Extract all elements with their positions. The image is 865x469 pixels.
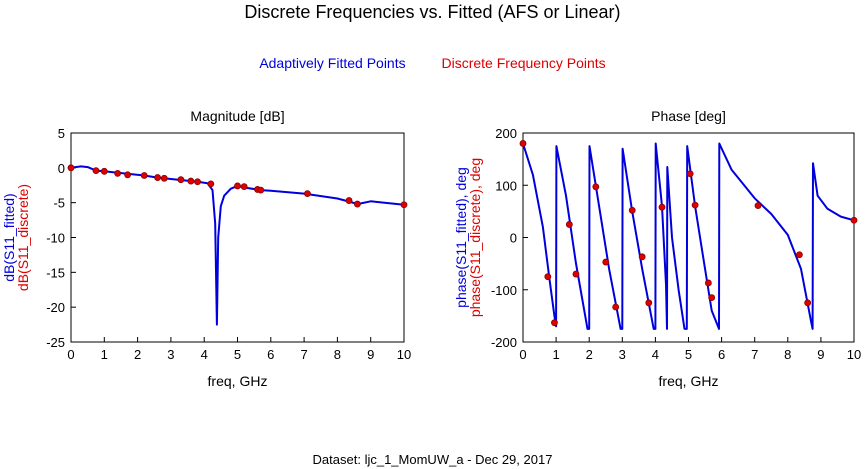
magnitude-data-point [154, 174, 161, 181]
phase-ytick-label: -200 [491, 335, 517, 350]
phase-ytick-label: 0 [510, 231, 517, 246]
phase-data-point [708, 294, 716, 301]
magnitude-data-point [160, 174, 168, 182]
magnitude-xtick-label: 10 [397, 347, 411, 362]
phase-data-point [565, 221, 573, 228]
magnitude-ytick-label: -20 [46, 300, 65, 315]
magnitude-data-point [140, 172, 148, 179]
magnitude-ytick-label: -15 [46, 265, 65, 280]
phase-data-point [795, 251, 803, 259]
phase-ytick-label: 200 [495, 126, 517, 141]
magnitude-data-point [124, 171, 132, 179]
phase-xtick-label: 3 [619, 347, 626, 362]
magnitude-xtick-label: 8 [334, 347, 341, 362]
phase-xtick-label: 9 [817, 347, 824, 362]
phase-data-point [754, 202, 762, 210]
magnitude-data-point [177, 176, 185, 184]
magnitude-data-point [240, 183, 248, 191]
magnitude-data-point [234, 182, 241, 190]
phase-data-point [544, 273, 552, 281]
magnitude-data-point [257, 186, 265, 194]
magnitude-ytick-label: -25 [46, 335, 65, 350]
phase-data-point [602, 258, 610, 266]
phase-xtick-label: 2 [586, 347, 593, 362]
magnitude-xtick-label: 9 [367, 347, 374, 362]
magnitude-data-point [345, 197, 353, 204]
magnitude-ytick-label: 5 [58, 126, 65, 141]
phase-data-point [612, 303, 620, 311]
phase-xtick-label: 0 [519, 347, 526, 362]
magnitude-ytick-label: -10 [46, 231, 65, 246]
magnitude-data-point [194, 178, 201, 186]
phase-plot-title: Phase [deg] [651, 108, 726, 124]
magnitude-data-point [400, 201, 408, 209]
phase-data-point [704, 279, 712, 287]
magnitude-xlabel: freq, GHz [208, 373, 268, 389]
phase-xlabel: freq, GHz [659, 373, 719, 389]
phase-ytick-label: 100 [495, 178, 517, 193]
phase-data-point [592, 183, 600, 191]
phase-xtick-label: 10 [847, 347, 861, 362]
magnitude-data-point [92, 167, 100, 175]
magnitude-ytick-label: 0 [58, 161, 65, 176]
phase-data-point [519, 140, 527, 147]
magnitude-data-point [114, 170, 122, 177]
phase-ylabel-0: phase(S11_fitted), deg [453, 167, 469, 308]
legend-discrete: Discrete Frequency Points [441, 55, 606, 71]
phase-data-point [658, 203, 666, 211]
phase-data-point [686, 170, 694, 178]
phase-data-point [691, 201, 699, 209]
magnitude-xtick-label: 2 [134, 347, 141, 362]
magnitude-xtick-label: 3 [167, 347, 174, 362]
magnitude-xtick-label: 6 [267, 347, 274, 362]
magnitude-data-point [353, 200, 361, 208]
phase-data-point [628, 206, 636, 214]
phase-data-point [850, 216, 858, 224]
dataset-footer: Dataset: ljc_1_MomUW_a - Dec 29, 2017 [312, 452, 553, 467]
phase-xtick-label: 1 [552, 347, 559, 362]
legend-fitted: Adaptively Fitted Points [259, 55, 406, 71]
magnitude-ylabel-0: dB(S11_fitted) [1, 193, 17, 281]
phase-xtick-label: 6 [718, 347, 725, 362]
phase-xtick-label: 8 [784, 347, 791, 362]
magnitude-ytick-label: -5 [53, 196, 65, 211]
magnitude-data-point [100, 167, 108, 175]
magnitude-data-point [67, 164, 75, 172]
phase-xtick-label: 5 [685, 347, 692, 362]
magnitude-plot-title: Magnitude [dB] [190, 108, 284, 124]
phase-series-line [522, 142, 855, 330]
phase-ytick-label: -100 [491, 283, 517, 298]
magnitude-ylabel-1: dB(S11_discrete) [15, 184, 31, 291]
magnitude-xtick-label: 7 [300, 347, 307, 362]
magnitude-xtick-label: 5 [234, 347, 241, 362]
phase-data-point [804, 299, 812, 307]
phase-data-point [645, 299, 653, 307]
phase-data-point [638, 253, 646, 261]
phase-xtick-label: 7 [751, 347, 758, 362]
magnitude-series-line [70, 165, 405, 326]
phase-data-point [572, 270, 580, 278]
phase-ylabel-1: phase(S11_discrete), deg [467, 158, 483, 317]
chart-title: Discrete Frequencies vs. Fitted (AFS or … [244, 2, 621, 22]
magnitude-xtick-label: 1 [101, 347, 108, 362]
magnitude-xtick-label: 0 [67, 347, 74, 362]
magnitude-data-point [207, 180, 215, 188]
legend: Adaptively Fitted Points Discrete Freque… [0, 55, 865, 71]
phase-xtick-label: 4 [652, 347, 659, 362]
magnitude-plot-frame [70, 132, 405, 343]
magnitude-data-point [187, 177, 195, 185]
phase-data-point [551, 319, 558, 327]
magnitude-xtick-label: 4 [201, 347, 208, 362]
magnitude-data-point [304, 190, 311, 198]
